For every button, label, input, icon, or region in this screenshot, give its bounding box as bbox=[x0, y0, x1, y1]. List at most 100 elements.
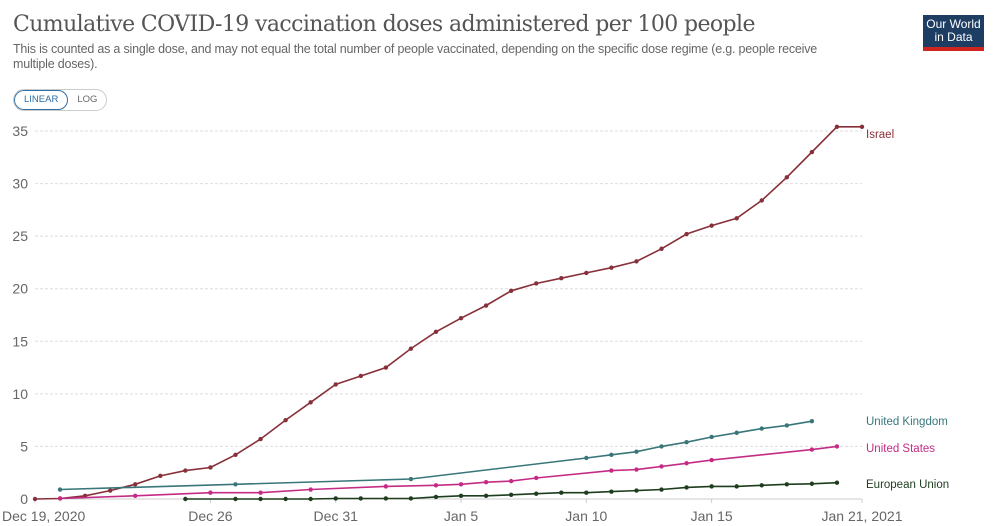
data-point-european-union bbox=[634, 488, 639, 493]
log-button[interactable]: LOG bbox=[77, 94, 98, 105]
data-point-israel bbox=[308, 400, 313, 405]
data-point-european-union bbox=[258, 496, 263, 502]
data-point-united-states bbox=[684, 461, 689, 466]
data-point-european-union bbox=[534, 491, 539, 496]
y-tick-label: 20 bbox=[12, 281, 28, 297]
data-point-israel bbox=[634, 259, 639, 264]
data-point-european-union bbox=[508, 492, 514, 497]
data-point-european-union bbox=[809, 481, 815, 486]
data-point-israel bbox=[684, 231, 689, 237]
data-point-european-union bbox=[559, 490, 564, 495]
data-point-united-states bbox=[458, 482, 464, 487]
data-point-united-states bbox=[634, 467, 639, 472]
data-point-israel bbox=[458, 315, 464, 321]
data-point-united-kingdom bbox=[233, 482, 238, 487]
data-point-european-union bbox=[233, 496, 238, 502]
series-label-united-states: United States bbox=[866, 443, 935, 455]
y-tick-label: 0 bbox=[20, 491, 28, 507]
x-tick-label: Dec 26 bbox=[188, 508, 233, 524]
data-point-israel bbox=[709, 223, 714, 228]
data-point-united-states bbox=[508, 478, 514, 484]
data-point-united-states bbox=[133, 493, 138, 499]
series-line-united-states bbox=[60, 445, 838, 500]
data-point-united-kingdom bbox=[659, 444, 664, 449]
data-point-israel bbox=[208, 465, 213, 470]
data-point-israel bbox=[107, 488, 113, 493]
data-point-united-states bbox=[433, 483, 439, 488]
data-point-israel bbox=[784, 175, 790, 180]
data-point-united-states bbox=[609, 468, 614, 473]
series-label-israel: Israel bbox=[866, 129, 894, 141]
data-point-israel bbox=[609, 265, 614, 270]
data-point-united-kingdom bbox=[759, 426, 764, 431]
data-point-israel bbox=[734, 216, 739, 221]
data-point-united-kingdom bbox=[634, 449, 639, 454]
data-point-israel bbox=[133, 482, 138, 487]
series-line-european-union bbox=[185, 481, 837, 500]
data-point-european-union bbox=[283, 496, 288, 502]
data-point-israel bbox=[358, 373, 363, 379]
data-point-united-kingdom bbox=[584, 455, 589, 461]
y-tick-label: 35 bbox=[12, 123, 28, 139]
data-point-united-kingdom bbox=[709, 434, 714, 440]
data-point-european-union bbox=[784, 482, 790, 487]
data-point-united-kingdom bbox=[408, 476, 414, 482]
data-point-united-states bbox=[709, 457, 714, 463]
series-line-israel bbox=[34, 126, 862, 500]
x-tick-label: Jan 21, 2021 bbox=[822, 508, 903, 524]
chart-subtitle: This is counted as a single dose, and ma… bbox=[13, 42, 818, 71]
data-point-israel bbox=[559, 276, 564, 281]
data-point-united-states bbox=[809, 447, 815, 452]
data-point-israel bbox=[408, 346, 414, 351]
data-point-israel bbox=[233, 452, 238, 458]
data-point-israel bbox=[483, 303, 489, 308]
data-point-european-union bbox=[483, 493, 489, 499]
x-tick-label: Dec 19, 2020 bbox=[2, 508, 85, 524]
data-point-israel bbox=[32, 496, 38, 502]
data-point-united-kingdom bbox=[809, 418, 815, 424]
data-point-united-states bbox=[483, 479, 489, 485]
data-point-european-union bbox=[333, 496, 338, 501]
x-tick-label: Jan 5 bbox=[444, 508, 478, 524]
data-point-israel bbox=[759, 198, 764, 203]
data-point-european-union bbox=[734, 484, 739, 489]
linear-button[interactable]: LINEAR bbox=[14, 90, 69, 110]
data-point-israel bbox=[333, 382, 338, 387]
data-point-european-union bbox=[659, 487, 664, 492]
data-point-european-union bbox=[709, 484, 714, 489]
y-tick-label: 10 bbox=[12, 386, 28, 402]
y-tick-label: 25 bbox=[12, 228, 28, 244]
data-point-israel bbox=[158, 473, 163, 479]
series-label-european-union: European Union bbox=[866, 479, 949, 491]
data-point-european-union bbox=[834, 480, 840, 485]
data-point-israel bbox=[584, 270, 589, 276]
data-point-united-kingdom bbox=[734, 430, 739, 435]
data-point-united-states bbox=[534, 475, 539, 481]
data-point-israel bbox=[283, 417, 288, 423]
data-point-israel bbox=[834, 124, 840, 129]
data-point-united-states bbox=[208, 490, 213, 495]
owid-logo[interactable]: Our World in Data bbox=[923, 15, 984, 51]
y-tick-label: 30 bbox=[12, 176, 28, 192]
data-point-israel bbox=[433, 329, 439, 335]
data-point-israel bbox=[534, 281, 539, 286]
data-point-european-union bbox=[684, 485, 689, 490]
data-point-european-union bbox=[408, 496, 414, 501]
data-point-israel bbox=[659, 246, 664, 251]
data-point-european-union bbox=[458, 493, 464, 499]
data-point-united-kingdom bbox=[784, 423, 790, 428]
data-point-israel bbox=[258, 436, 263, 442]
data-point-israel bbox=[508, 288, 514, 294]
data-point-united-kingdom bbox=[609, 452, 614, 458]
data-point-israel bbox=[859, 124, 865, 129]
data-point-european-union bbox=[308, 496, 313, 502]
data-point-united-kingdom bbox=[57, 487, 63, 492]
data-point-united-states bbox=[834, 444, 840, 449]
chart-title: Cumulative COVID-19 vaccination doses ad… bbox=[13, 12, 756, 37]
data-point-european-union bbox=[433, 494, 439, 500]
data-point-israel bbox=[383, 365, 389, 370]
data-point-united-states bbox=[308, 487, 313, 492]
scale-toggle: LINEAR LOG bbox=[13, 89, 108, 111]
data-point-israel bbox=[183, 468, 188, 473]
